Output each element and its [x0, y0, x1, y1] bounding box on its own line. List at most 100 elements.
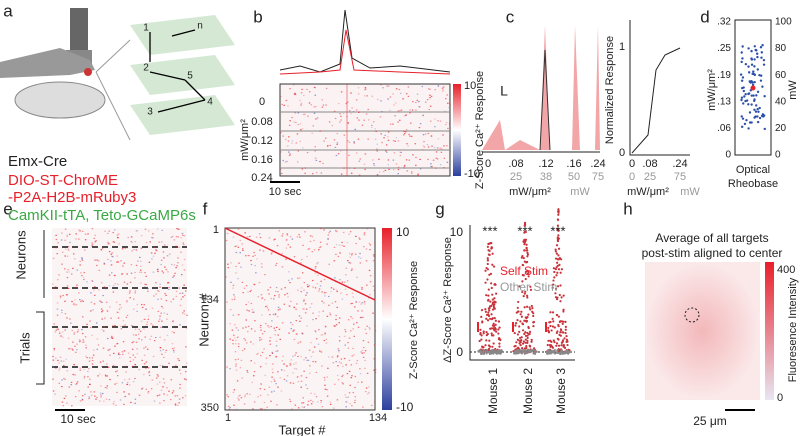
dot — [564, 320, 567, 323]
speck — [76, 381, 79, 383]
dot — [526, 296, 529, 299]
speck — [177, 236, 179, 238]
speck — [315, 266, 317, 268]
speck — [264, 299, 266, 301]
speck — [360, 351, 362, 353]
speck — [67, 246, 70, 248]
speck — [316, 263, 318, 265]
speck — [373, 289, 376, 292]
speck — [271, 368, 274, 370]
dot — [486, 351, 489, 354]
speck — [228, 408, 231, 410]
dot — [521, 290, 524, 294]
speck — [160, 298, 163, 300]
speck — [237, 397, 239, 399]
speck — [324, 333, 326, 335]
speck — [363, 119, 365, 121]
speck — [71, 329, 74, 332]
x-tick: .12 — [538, 158, 553, 170]
speck — [400, 109, 403, 111]
speck — [405, 159, 408, 161]
speck — [134, 240, 136, 243]
speck — [314, 330, 316, 332]
speck — [301, 332, 303, 334]
speck — [443, 157, 446, 159]
speck — [319, 130, 321, 132]
speck — [120, 325, 122, 328]
speck — [335, 361, 337, 363]
speck — [340, 91, 343, 93]
speck — [254, 330, 256, 332]
speck — [93, 237, 96, 240]
speck — [367, 393, 369, 395]
speck — [329, 401, 332, 403]
dot — [498, 352, 501, 355]
speck — [138, 369, 141, 371]
speck — [104, 317, 106, 319]
speck — [91, 228, 94, 230]
speck — [430, 163, 432, 165]
speck — [354, 401, 356, 404]
speck — [69, 241, 71, 244]
speck — [348, 154, 350, 156]
speck — [157, 375, 159, 377]
dot — [487, 294, 490, 297]
speck — [239, 252, 241, 254]
speck — [267, 394, 269, 396]
speck — [392, 93, 394, 95]
speck — [302, 308, 304, 310]
speck — [140, 235, 143, 237]
speck — [415, 156, 417, 159]
speck — [73, 331, 76, 333]
speck — [341, 281, 344, 283]
speck — [226, 366, 228, 368]
speck — [261, 408, 263, 410]
speck — [321, 334, 324, 336]
speck — [350, 303, 352, 305]
speck — [364, 88, 367, 90]
speck — [79, 299, 81, 301]
speck — [289, 282, 291, 284]
dot — [564, 328, 567, 331]
speck — [293, 367, 296, 370]
speck — [110, 253, 113, 255]
speck — [122, 265, 124, 267]
speck — [349, 402, 352, 405]
speck — [126, 283, 129, 285]
speck — [319, 350, 321, 352]
speck — [330, 287, 333, 289]
speck — [78, 341, 81, 343]
speck — [94, 395, 96, 397]
speck — [124, 324, 126, 326]
dot — [747, 71, 751, 74]
speck — [321, 300, 323, 302]
dot — [552, 267, 556, 270]
speck — [272, 363, 274, 365]
panel-letter: b — [253, 7, 262, 26]
dot — [499, 338, 502, 342]
speck — [245, 319, 248, 321]
dot — [554, 352, 557, 355]
dot — [524, 341, 527, 344]
speck — [90, 292, 92, 294]
speck — [172, 276, 174, 278]
speck — [348, 370, 351, 372]
speck — [166, 313, 169, 315]
dot — [491, 298, 494, 301]
speck — [374, 361, 376, 363]
speck — [64, 268, 66, 270]
speck — [244, 394, 247, 396]
speck — [234, 245, 237, 248]
dot — [552, 351, 555, 354]
dot — [741, 57, 744, 60]
speck — [336, 356, 339, 358]
speck — [320, 402, 322, 404]
speck — [86, 323, 88, 325]
speck — [116, 234, 119, 236]
dot — [751, 72, 754, 76]
speck — [351, 268, 353, 270]
speck — [293, 306, 296, 309]
speck — [230, 281, 232, 283]
speck — [231, 298, 233, 301]
speck — [56, 314, 59, 316]
